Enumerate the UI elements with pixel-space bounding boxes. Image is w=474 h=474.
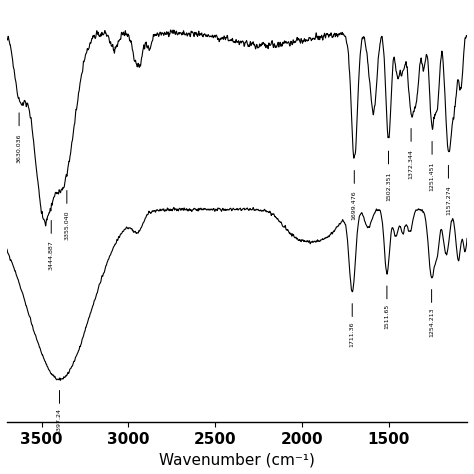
Text: 3355.040: 3355.040 [64, 211, 69, 240]
Text: 1157.274: 1157.274 [446, 186, 451, 215]
Text: 1502.351: 1502.351 [386, 172, 391, 201]
Text: 1511.65: 1511.65 [384, 304, 390, 329]
Text: 3444.887: 3444.887 [49, 241, 54, 271]
Text: 1372.344: 1372.344 [409, 149, 414, 179]
Text: 1254.213: 1254.213 [429, 308, 434, 337]
Text: 1711.36: 1711.36 [350, 321, 355, 347]
Text: 3397.24: 3397.24 [57, 409, 62, 435]
Text: 1251.451: 1251.451 [429, 162, 435, 191]
X-axis label: Wavenumber (cm⁻¹): Wavenumber (cm⁻¹) [159, 452, 315, 467]
Text: 3630.036: 3630.036 [17, 133, 22, 163]
Text: 1699.476: 1699.476 [352, 191, 357, 220]
